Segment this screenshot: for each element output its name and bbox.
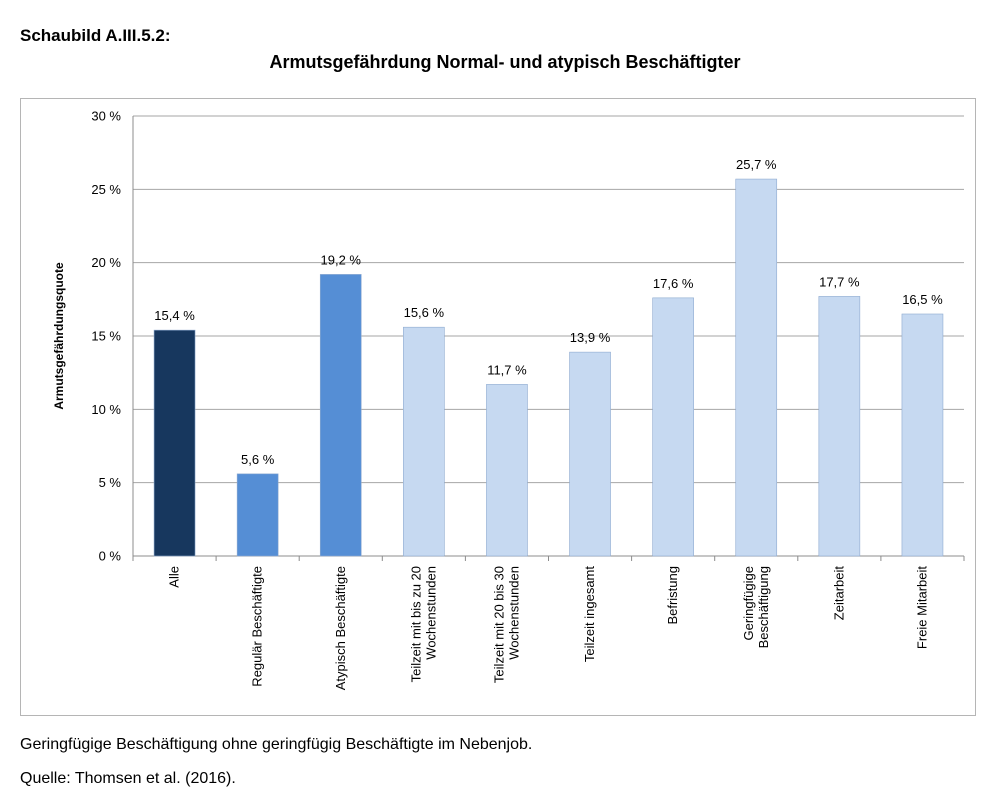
x-tick-label: Zeitarbeit — [831, 566, 846, 621]
data-label: 15,4 % — [154, 308, 195, 323]
x-tick-label-line: Wochenstunden — [506, 566, 521, 660]
y-tick-label: 10 % — [91, 402, 121, 417]
footnote: Geringfügige Beschäftigung ohne geringfü… — [20, 736, 533, 753]
bar — [153, 329, 196, 557]
x-tick-label: Befristung — [665, 566, 680, 625]
source-note: Quelle: Thomsen et al. (2016). — [20, 770, 236, 787]
bar — [403, 326, 445, 557]
data-label: 19,2 % — [321, 252, 362, 267]
x-tick-label: Geringfügige Beschäftigung — [741, 566, 771, 648]
bar — [901, 313, 944, 557]
bar — [569, 351, 611, 557]
x-tick-label-line: Geringfügige — [741, 566, 756, 640]
data-label: 16,5 % — [902, 292, 943, 307]
x-tick-label-line: Wochenstunden — [423, 566, 438, 660]
x-tick-label: Regulär Beschäftigte — [250, 566, 265, 687]
bar-chart: 0 % 5 % 10 % 15 % 20 % 25 % 30 % Armutsgefährdu… — [52, 109, 965, 690]
bar — [236, 473, 279, 557]
x-tick-label: Alle — [167, 566, 182, 588]
x-tick-label-line: Teilzeit mit bis zu 20 — [408, 566, 423, 682]
y-tick-label: 20 % — [91, 255, 121, 270]
x-tick-label-line: Freie Mitarbeit — [914, 566, 929, 649]
bar — [319, 274, 362, 557]
x-tick-label-line: Zeitarbeit — [831, 566, 846, 621]
chart-frame: 0 % 5 % 10 % 15 % 20 % 25 % 30 % Armutsgefährdu… — [20, 98, 976, 716]
x-tick-label-line: Befristung — [665, 566, 680, 625]
x-tick-label: Teilzeit ingesamt — [582, 566, 597, 662]
x-tick-label-line: Teilzeit ingesamt — [582, 566, 597, 662]
data-label: 15,6 % — [404, 305, 445, 320]
y-axis-title: Armutsgefährdungsquote — [52, 262, 66, 410]
bar — [818, 296, 861, 557]
data-label: 17,6 % — [653, 276, 694, 291]
x-tick-label-line: Atypisch Beschäftigte — [333, 566, 348, 690]
y-tick-label: 30 % — [91, 109, 121, 124]
data-label: 17,7 % — [819, 274, 860, 289]
y-tick-label: 15 % — [91, 329, 121, 344]
data-label: 11,7 % — [487, 362, 527, 377]
x-tick-label-line: Beschäftigung — [756, 566, 771, 648]
x-tick-label-line: Teilzeit mit 20 bis 30 — [491, 566, 506, 683]
x-tick-label: Freie Mitarbeit — [914, 566, 929, 649]
y-tick-label: 0 % — [99, 549, 122, 564]
data-label: 25,7 % — [736, 157, 777, 172]
x-tick-label: Atypisch Beschäftigte — [333, 566, 348, 690]
data-label: 13,9 % — [570, 330, 611, 345]
figure-label: Schaubild A.III.5.2: — [20, 26, 171, 45]
bar — [486, 384, 528, 557]
data-label: 5,6 % — [241, 452, 275, 467]
x-tick-label: Teilzeit mit bis zu 20 Wochenstunden — [408, 566, 438, 682]
y-tick-label: 25 % — [91, 182, 121, 197]
chart-title: Armutsgefährdung Normal- und atypisch Be… — [269, 52, 741, 72]
x-tick-label-line: Alle — [167, 566, 182, 588]
bar — [652, 297, 694, 557]
x-tick-label: Teilzeit mit 20 bis 30 Wochenstunden — [491, 566, 521, 683]
x-tick-label-line: Regulär Beschäftigte — [250, 566, 265, 687]
y-tick-label: 5 % — [99, 475, 122, 490]
bar — [735, 178, 778, 557]
